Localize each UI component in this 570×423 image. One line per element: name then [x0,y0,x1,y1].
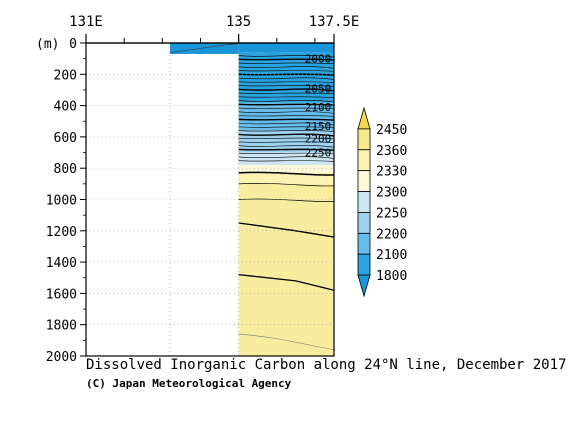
transition-contour-0 [238,171,335,176]
contour-line-1 [238,58,335,61]
y-tick-label-5: 1000 [46,194,77,209]
colorbar-label-6: 2100 [376,248,407,263]
chart-title: Dissolved Inorganic Carbon along 24°N li… [86,357,567,373]
y-tick-label-9: 1800 [46,319,77,334]
colorbar-segment-6 [357,232,371,255]
contour-line-17 [238,118,335,121]
contour-line-28 [238,160,335,162]
colorbar-segment-7 [357,253,371,276]
contour-line-24 [238,145,335,148]
x-tick-label-0: 131E [69,14,103,30]
colorbar-segment-2 [357,149,371,172]
contour-line-4 [238,70,335,72]
contour-line-18 [238,122,335,125]
contour-line-25 [238,148,335,151]
y-tick-label-10: 2000 [46,350,77,365]
deep-contour-0 [238,222,335,238]
dic-color-bands [169,43,334,356]
colorbar-bottom-arrow [357,274,371,298]
contour-label-2: 2100 [305,101,332,114]
contour-line-9 [238,88,335,92]
colorbar: 2450 2360 2330 2300 2250 2200 2100 1800 [357,106,407,298]
y-tick-label-4: 800 [54,162,77,177]
shallow-contour [169,43,239,53]
contour-label-4: 2200 [305,132,332,145]
contour-line-19 [238,126,335,128]
dotted-grid [86,43,334,356]
x-tick-label-2: 137.5E [309,14,360,30]
y-tick-label-3: 600 [54,131,77,146]
contour-label-3: 2150 [305,120,332,133]
band-1 [238,52,334,103]
colorbar-label-4: 2250 [376,206,407,221]
y-tick-label-6: 1200 [46,225,77,240]
transition-contour-1 [238,183,335,187]
contour-line-14 [238,107,335,110]
band-2 [238,102,334,131]
contour-line-27 [238,156,335,159]
y-tick-label-7: 1400 [46,256,77,271]
y-tick-label-8: 1600 [46,287,77,302]
colorbar-label-0: 2450 [376,123,407,138]
bottom-contour [238,333,335,351]
y-unit-label: (m) [36,37,59,52]
contour-line-2 [238,62,335,65]
colorbar-label-2: 2330 [376,165,407,180]
band-4 [238,152,334,166]
y-axis-ticks: 0 200 400 600 800 1000 1200 1400 1600 1800 2000 [46,37,86,365]
contour-label-5: 2250 [305,147,332,160]
chart-credit: (C) Japan Meteorological Agency [86,377,292,390]
contour-line-22 [238,137,335,140]
band-0 [238,43,334,53]
y-tick-label-0: 0 [69,37,77,52]
band-5 [238,165,334,173]
contour-label-0: 2000 [305,53,332,66]
dic-contour-lines [169,43,335,351]
transition-contour-2 [238,198,335,202]
contour-line-6 [238,77,335,80]
contour-line-0 [238,54,335,58]
contour-line-10 [238,92,335,95]
colorbar-segment-4 [357,191,371,213]
contour-line-16 [238,115,335,117]
contour-line-5 [238,73,335,76]
x-axis-ticks: 131E 135 137.5E [69,14,360,44]
y-tick-label-1: 200 [54,68,77,83]
contour-label-1: 2050 [305,82,332,95]
contour-line-21 [238,133,335,137]
band-3 [238,130,334,153]
colorbar-top-arrow [357,106,371,130]
shallow-band [169,43,239,54]
contour-line-11 [238,96,335,98]
contour-line-26 [238,152,335,155]
contour-line-20 [238,130,335,132]
deep-contour-1 [238,273,335,291]
contour-line-13 [238,103,335,106]
colorbar-label-5: 2200 [376,227,407,242]
colorbar-label-3: 2300 [376,186,407,201]
colorbar-segment-1 [357,128,371,151]
band-6 [238,172,334,184]
colorbar-label-1: 2360 [376,144,407,159]
contour-line-3 [238,66,335,69]
contour-line-23 [238,141,335,143]
contour-line-8 [238,85,335,87]
colorbar-segment-5 [357,212,371,234]
contour-line-7 [238,81,335,83]
band-7 [238,183,334,356]
contour-line-12 [238,100,335,103]
contour-line-15 [238,111,335,114]
colorbar-label-7: 1800 [376,269,407,284]
y-tick-label-2: 400 [54,100,77,115]
colorbar-segment-3 [357,170,371,192]
x-tick-label-1: 135 [226,14,251,30]
